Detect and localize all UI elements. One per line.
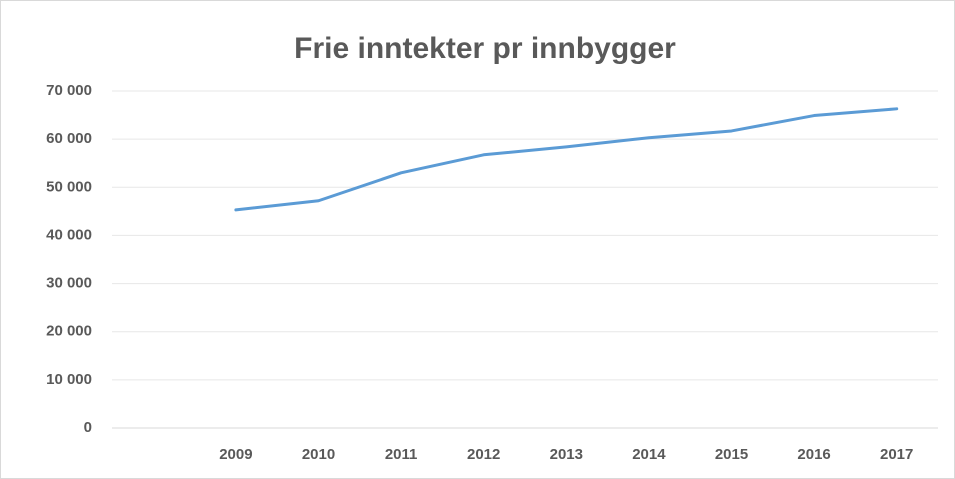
x-tick-label: 2013 bbox=[550, 446, 583, 463]
chart-title: Frie inntekter pr innbygger bbox=[294, 32, 676, 65]
data-line bbox=[234, 107, 899, 212]
y-tick-label: 70 000 bbox=[46, 82, 92, 99]
x-tick-label: 2009 bbox=[219, 446, 252, 463]
x-tick-label: 2015 bbox=[715, 446, 748, 463]
x-tick-label: 2012 bbox=[467, 446, 500, 463]
y-tick-label: 50 000 bbox=[46, 178, 92, 195]
x-tick-label: 2010 bbox=[302, 446, 335, 463]
y-tick-label: 60 000 bbox=[46, 130, 92, 147]
x-tick-label: 2011 bbox=[385, 446, 418, 463]
y-tick-label: 30 000 bbox=[46, 275, 92, 292]
x-tick-label: 2014 bbox=[632, 446, 666, 463]
y-tick-label: 20 000 bbox=[46, 323, 92, 340]
x-tick-label: 2016 bbox=[797, 446, 830, 463]
y-tick-label: 40 000 bbox=[46, 226, 92, 243]
y-tick-label: 10 000 bbox=[46, 371, 92, 388]
y-tick-label: 0 bbox=[84, 419, 92, 436]
x-tick-label: 2017 bbox=[880, 446, 913, 463]
